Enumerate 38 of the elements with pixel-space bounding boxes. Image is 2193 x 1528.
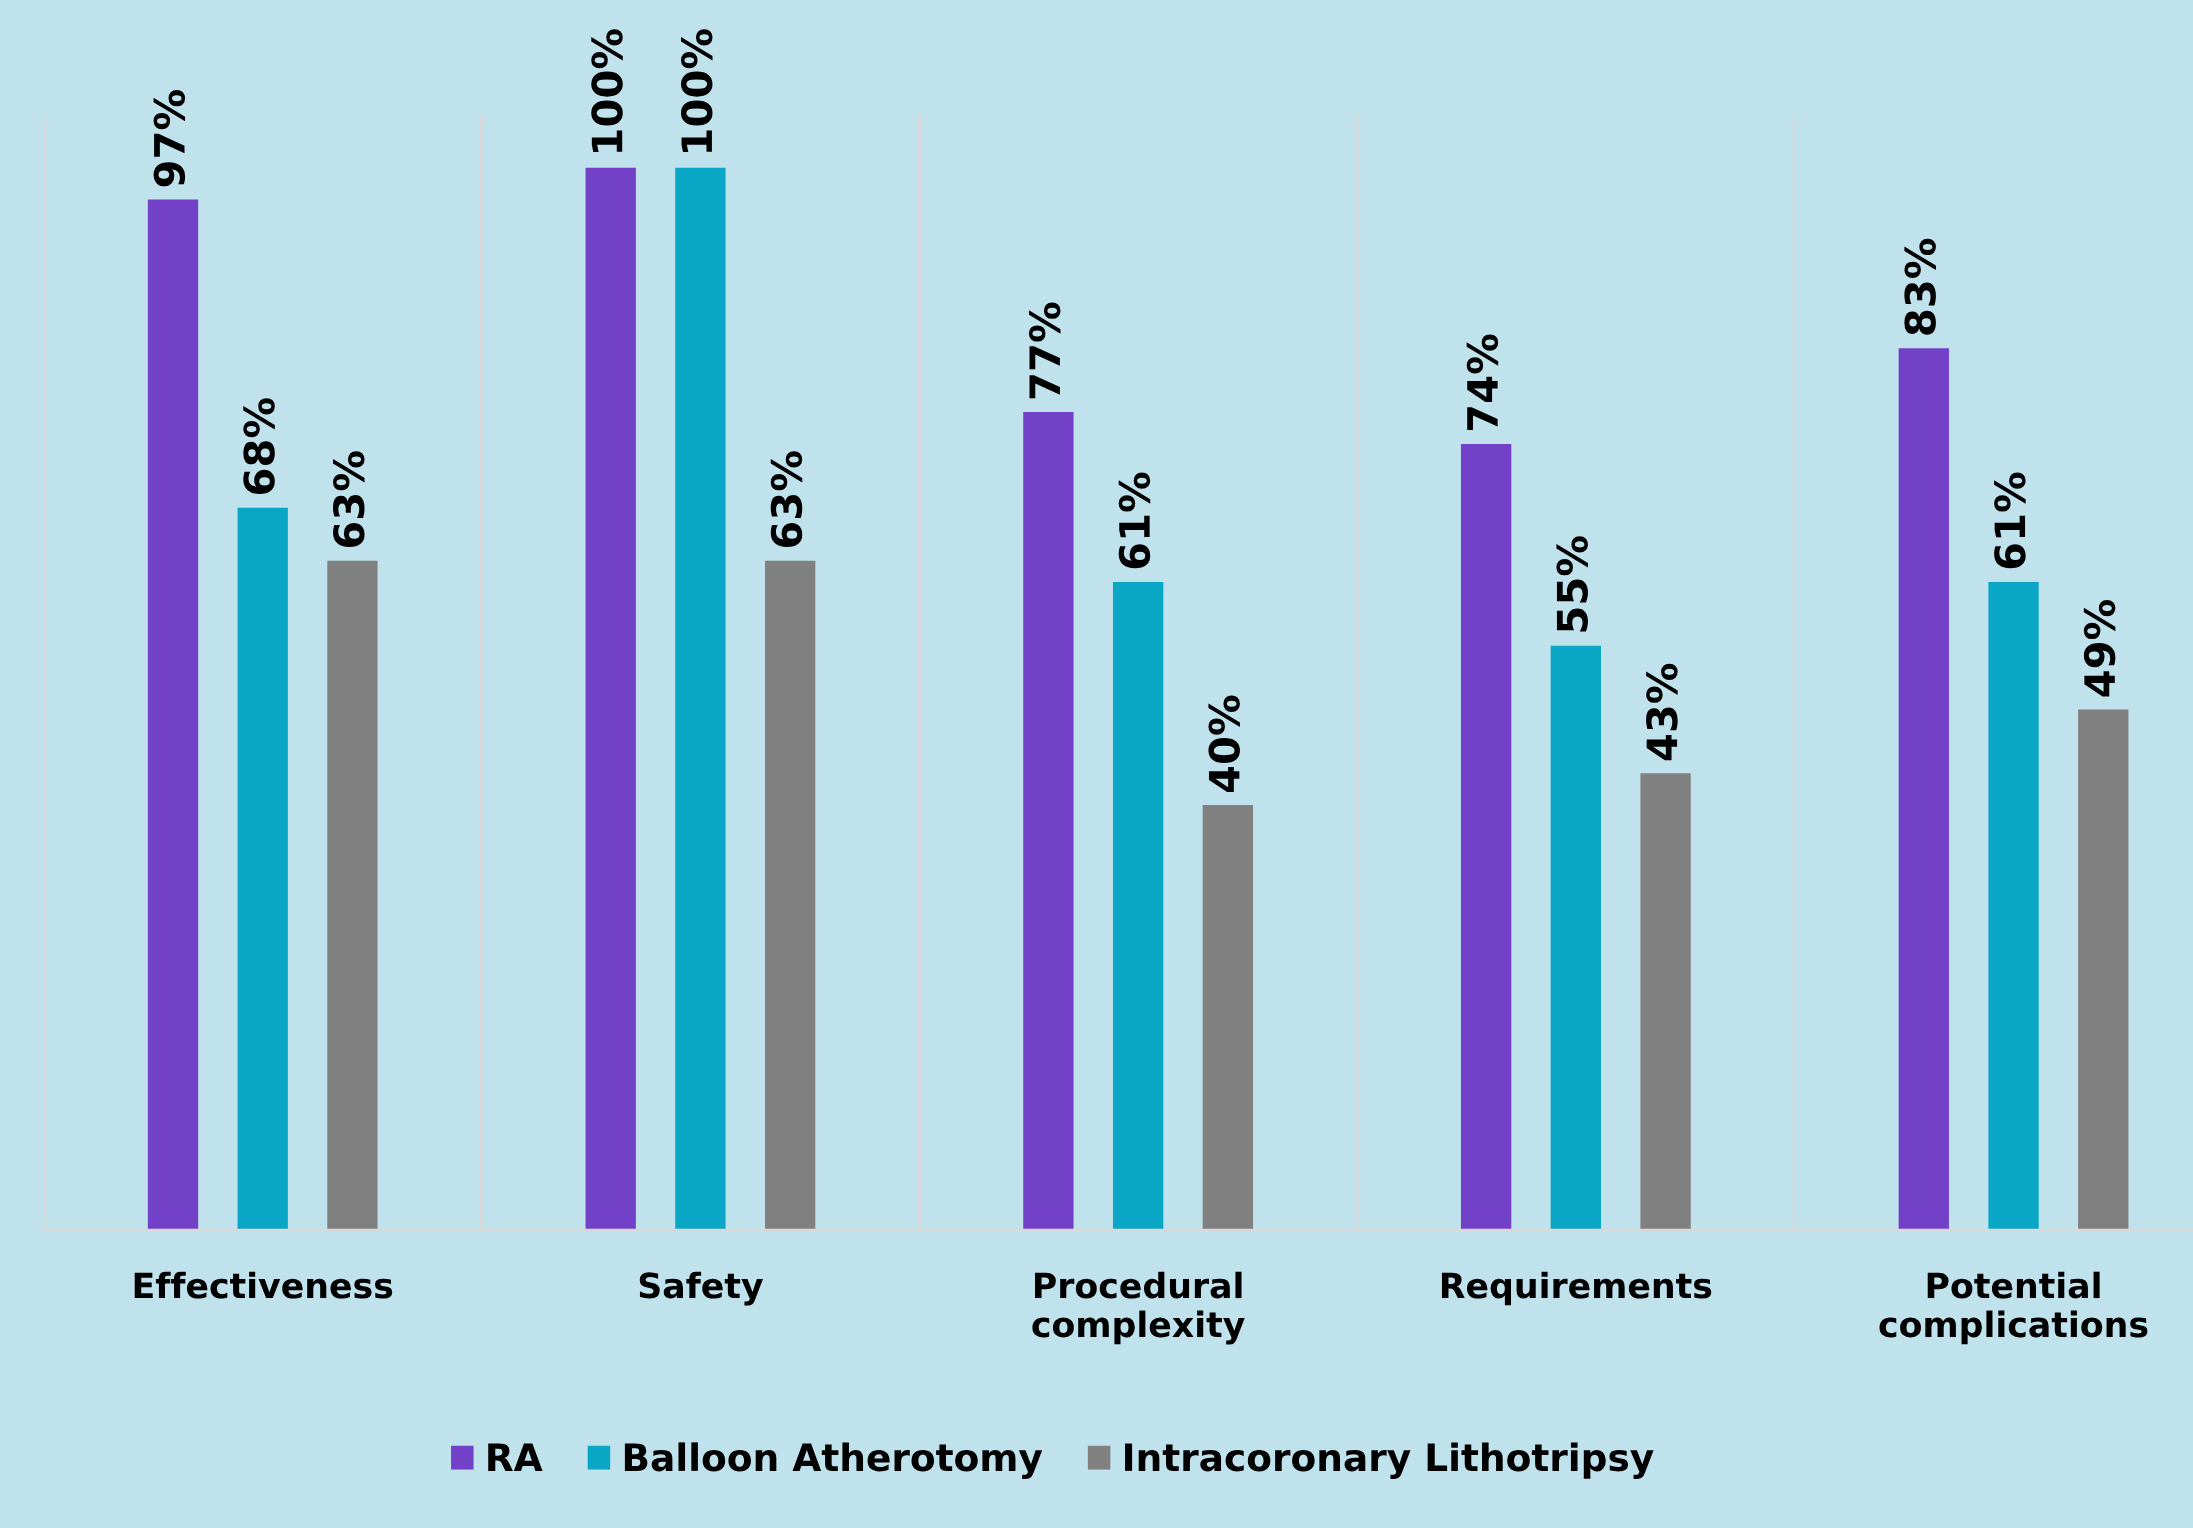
bar (1550, 645, 1601, 1231)
legend-label: Intracoronary Lithotripsy (1125, 1442, 1654, 1479)
bar (675, 167, 726, 1231)
bar (237, 507, 288, 1231)
bar (2078, 709, 2129, 1231)
data-label: 43% (1646, 663, 1678, 761)
bar (764, 560, 816, 1231)
x-tick-label: Potential complications (1879, 1271, 2148, 1345)
data-label: 63% (333, 451, 365, 548)
x-tick-label: Procedural complexity (1032, 1271, 1245, 1345)
data-label: 77% (1028, 302, 1061, 399)
data-label: 74% (1466, 334, 1499, 431)
data-label: 40% (1208, 695, 1240, 793)
data-label: 83% (1904, 238, 1936, 335)
bar (1202, 805, 1254, 1231)
bar (585, 167, 636, 1231)
bar (1988, 582, 2039, 1231)
legend-label: RA (488, 1443, 543, 1471)
data-label: 49% (2083, 599, 2116, 697)
x-tick-label: Safety (639, 1271, 763, 1306)
legend-label: Balloon Atherotomy (624, 1442, 1043, 1479)
data-label: 61% (1118, 472, 1151, 569)
bar (1112, 582, 1164, 1231)
data-label: 68% (243, 398, 275, 494)
data-label: 55% (1556, 536, 1588, 632)
data-label: 97% (153, 90, 186, 187)
data-label: 61% (1994, 472, 2026, 569)
data-label: 100% (680, 29, 713, 152)
x-tick-label: Requirements (1441, 1271, 1712, 1306)
bar (1460, 443, 1512, 1231)
data-label: 100% (591, 29, 623, 152)
bar (1640, 773, 1691, 1231)
x-tick-label: Effectiveness (134, 1271, 393, 1299)
bar (1898, 348, 1949, 1231)
bar (327, 560, 378, 1231)
bar (1023, 412, 1074, 1231)
bar (147, 199, 199, 1231)
data-label: 63% (770, 451, 803, 548)
